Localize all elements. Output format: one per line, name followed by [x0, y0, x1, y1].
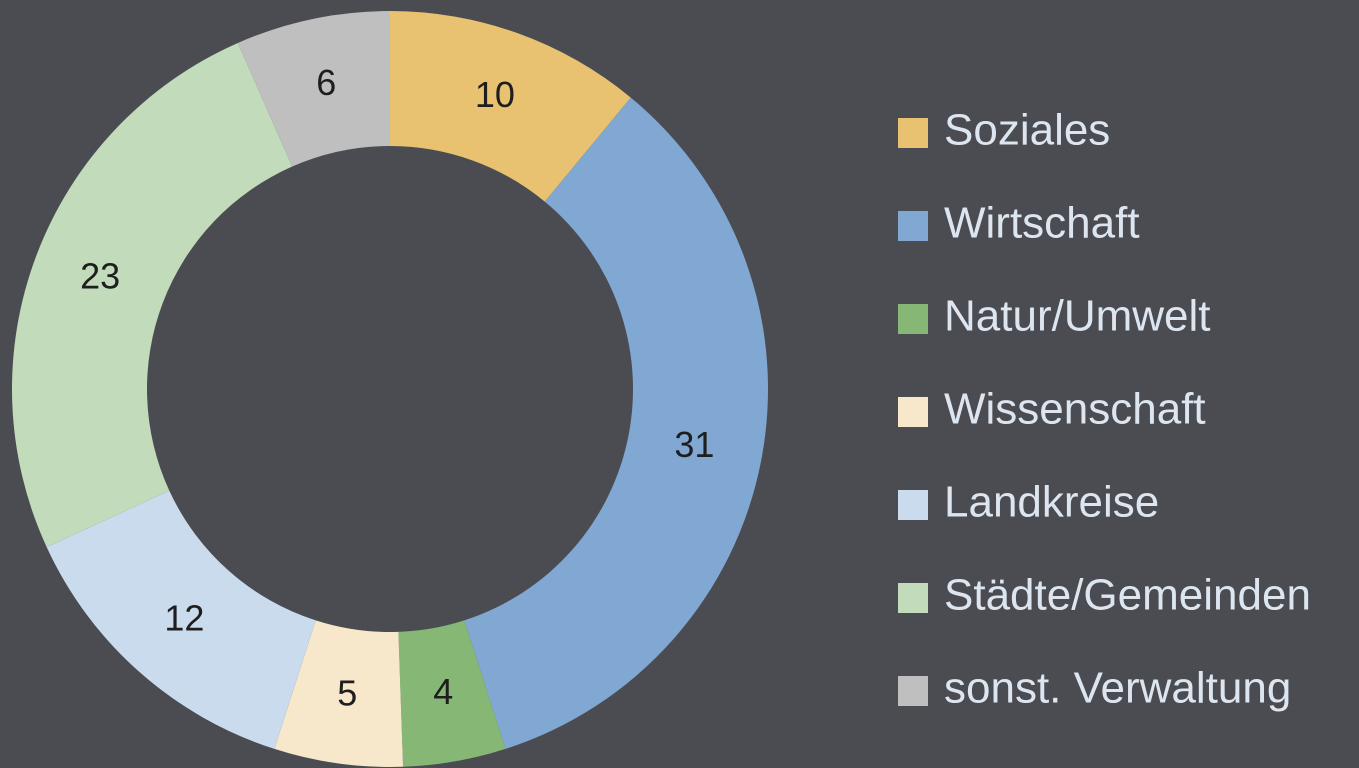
data-label: 12: [164, 598, 204, 639]
donut-segment: [464, 97, 768, 749]
legend-label: Landkreise: [944, 478, 1159, 527]
donut-segment: [46, 490, 316, 749]
data-label: 31: [674, 424, 714, 465]
donut-segment: [274, 620, 404, 767]
legend-swatch: [898, 397, 928, 427]
donut-segment: [12, 42, 293, 548]
legend-label: sonst. Verwaltung: [944, 664, 1291, 713]
legend-label: Natur/Umwelt: [944, 292, 1211, 341]
legend-swatch: [898, 490, 928, 520]
legend-swatch: [898, 676, 928, 706]
donut-segment: [398, 620, 506, 767]
legend-swatch: [898, 583, 928, 613]
legend-label: Wissenschaft: [944, 385, 1206, 434]
legend-label: Soziales: [944, 106, 1110, 155]
legend-swatch: [898, 118, 928, 148]
data-label: 6: [316, 62, 336, 103]
donut-segment: [390, 11, 631, 202]
legend-swatch: [898, 211, 928, 241]
data-label: 10: [475, 74, 515, 115]
legend-label: Städte/Gemeinden: [944, 571, 1311, 620]
legend-swatch: [898, 304, 928, 334]
data-label: 23: [80, 256, 120, 297]
data-label: 4: [433, 671, 453, 712]
legend-label: Wirtschaft: [944, 199, 1140, 248]
data-label: 5: [337, 673, 357, 714]
donut-segment: [237, 10, 390, 167]
